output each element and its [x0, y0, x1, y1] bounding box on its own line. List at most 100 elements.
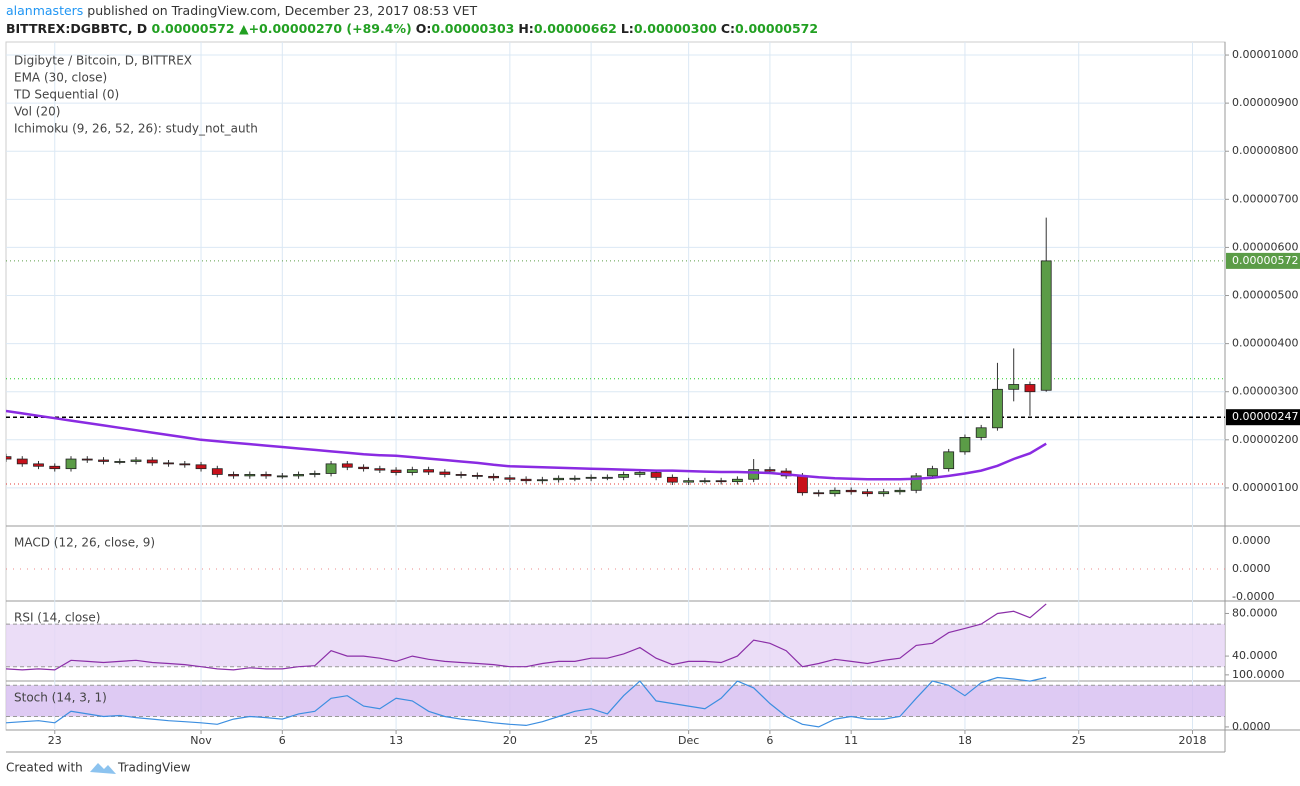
symbol: BITTREX:DGBBTC, D: [6, 21, 147, 36]
candle-body: [244, 474, 256, 477]
x-tick-label: 20: [503, 734, 517, 747]
candle-body: [390, 469, 402, 473]
legend-entry: Ichimoku (9, 26, 52, 26): study_not_auth: [14, 122, 258, 136]
arrow: ▲: [239, 21, 249, 36]
pane-title: RSI (14, close): [14, 611, 100, 625]
candle-body: [6, 456, 12, 460]
y-tick-label: 0.00000800: [1232, 144, 1298, 157]
candle-body: [195, 464, 207, 470]
grid: [6, 42, 1225, 730]
candle-body: [374, 468, 386, 471]
candle-body: [894, 489, 906, 493]
candle-body: [81, 458, 93, 461]
y-tick-label: 80.0000: [1232, 606, 1278, 619]
candle-body: [211, 468, 223, 475]
candle-body: [650, 472, 662, 478]
y-tick-label: 0.00000600: [1232, 240, 1298, 253]
price-label-box: [1226, 252, 1300, 269]
candle-body: [1008, 384, 1020, 390]
legend-entry: TD Sequential (0): [13, 88, 119, 102]
candle-body: [862, 491, 873, 495]
pane-axis-label: 0.0000: [1232, 534, 1271, 547]
candle-body: [49, 465, 61, 470]
pane-title: Stoch (14, 3, 1): [14, 691, 107, 705]
ohlc-value: 0.00000572: [735, 21, 818, 36]
pane-band: [6, 685, 1225, 717]
candle-body: [325, 463, 337, 474]
x-tick-label: 23: [48, 734, 62, 747]
ohlc-key: O:: [416, 21, 432, 36]
candle-body: [1024, 384, 1036, 393]
candle-body: [959, 437, 971, 453]
pane-axis-label: 0.0000: [1232, 562, 1271, 575]
indicator-panes: [6, 568, 1225, 728]
candle-body: [845, 489, 857, 493]
candle-body: [504, 477, 516, 480]
candle-body: [748, 469, 760, 480]
price-label: 0.00000247: [1232, 410, 1298, 423]
candle-body: [666, 476, 678, 483]
y-tick-label: 0.00000300: [1232, 385, 1298, 398]
x-tick-label: 13: [389, 734, 403, 747]
x-tick-label: 6: [279, 734, 286, 747]
pane-title: MACD (12, 26, close, 9): [14, 536, 155, 550]
x-tick-label: 11: [844, 734, 858, 747]
footer-brand[interactable]: TradingView: [117, 761, 191, 775]
candle-body: [764, 469, 776, 472]
y-tick-label: 0.00000200: [1232, 433, 1298, 446]
candle-body: [488, 475, 500, 479]
candle-body: [423, 469, 434, 473]
candle-body: [309, 473, 321, 475]
ohlc-value: 0.00000303: [431, 21, 514, 36]
candle-body: [114, 461, 126, 463]
indicator-line: [6, 676, 1047, 728]
ohlc-key: L:: [621, 21, 634, 36]
ohlc-value: 0.00000662: [534, 21, 617, 36]
candle-body: [130, 459, 142, 462]
author[interactable]: alanmasters: [6, 3, 83, 18]
candle-body: [683, 480, 695, 483]
y-tick-label: 40.0000: [1232, 649, 1278, 662]
ohlc-key: H:: [518, 21, 533, 36]
x-tick-label: 2018: [1178, 734, 1206, 747]
pane-band: [6, 624, 1225, 667]
ohlc-key: C:: [721, 21, 735, 36]
y-tick-label: 0.00000900: [1232, 96, 1298, 109]
candle-body: [715, 480, 727, 483]
candle-body: [146, 459, 158, 464]
x-tick-label: 6: [766, 734, 773, 747]
candle-body: [341, 463, 353, 468]
axes: 23 Nov 6 13 20 25 Dec 6 11 18 25 2018 0.00000100 0.00…: [48, 48, 1300, 747]
candle-body: [455, 474, 467, 476]
candle-body: [228, 474, 239, 477]
published: published on TradingView.com, December 2…: [87, 3, 477, 18]
change: +0.00000270 (+89.4%): [249, 21, 412, 36]
y-tick-label: 100.0000: [1232, 668, 1285, 681]
candle-body: [98, 459, 109, 462]
candle-body: [943, 451, 955, 470]
y-tick-label: 0.00000500: [1232, 289, 1298, 302]
candle-body: [358, 466, 369, 470]
y-tick-label: 0.0000: [1232, 720, 1271, 733]
x-tick-label: 25: [1072, 734, 1086, 747]
candle-body: [520, 478, 532, 482]
x-tick-label: Dec: [678, 734, 699, 747]
brand-logo: [90, 763, 116, 774]
candle-body: [179, 463, 191, 466]
ema-line: [6, 409, 1047, 481]
y-tick-label: 0.00000100: [1232, 481, 1298, 494]
candle-body: [585, 476, 597, 479]
ohlc-value: 0.00000300: [634, 21, 717, 36]
candle-body: [927, 468, 938, 477]
candle-body: [65, 458, 77, 470]
candle-body: [634, 472, 646, 475]
x-tick-label: Nov: [190, 734, 212, 747]
legend-entry: Vol (20): [14, 105, 60, 119]
footer-created: Created with: [6, 761, 83, 775]
header-line: alanmasters published on TradingView.com…: [6, 3, 477, 18]
legend-entry: EMA (30, close): [14, 71, 107, 85]
indicator-line: [6, 603, 1047, 671]
chart-title: Digibyte / Bitcoin, D, BITTREX: [14, 54, 192, 68]
candle-body: [732, 478, 743, 483]
